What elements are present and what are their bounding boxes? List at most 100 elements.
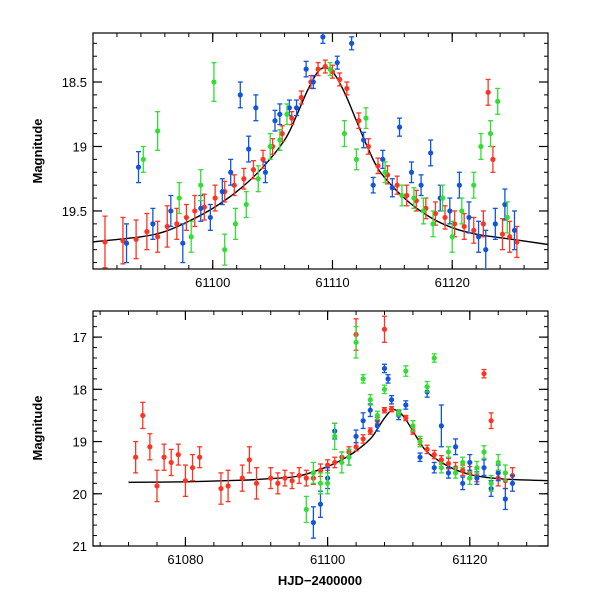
top-y-tick-label: 18.5 (62, 75, 87, 90)
top-green-data-point (471, 171, 477, 199)
top-blue-data-point (320, 33, 326, 44)
bottom-green-data-point (310, 461, 316, 484)
bottom-x-tick-label: 61100 (310, 552, 345, 567)
bottom-red-data-point (161, 443, 167, 471)
top-red-data-point (231, 174, 237, 197)
top-green-data-point (243, 190, 249, 219)
top-green-data-point (188, 220, 194, 253)
top-blue-data-point (253, 94, 259, 122)
top-green-data-point (255, 165, 261, 193)
top-red-data-point (461, 212, 467, 240)
bottom-green-data-point (403, 365, 409, 377)
top-green-data-point (420, 197, 427, 225)
top-green-data-point (222, 233, 228, 266)
bottom-y-tick-label: 20 (73, 487, 87, 502)
top-blue-data-point (207, 203, 213, 231)
bottom-blue-data-point (360, 412, 366, 430)
top-green-data-point (478, 132, 484, 161)
top-blue-data-point (349, 36, 355, 51)
bottom-green-data-point (495, 453, 501, 471)
top-red-data-point (201, 193, 207, 221)
top-blue-data-point (237, 81, 243, 109)
bottom-green-data-point (374, 410, 380, 421)
bottom-y-tick-label: 19 (73, 435, 87, 450)
top-red-data-point (120, 216, 126, 265)
bottom-red-data-point (367, 427, 373, 435)
top-red-data-point (241, 167, 247, 190)
top-blue-data-point (466, 201, 472, 234)
bottom-blue-data-point (452, 438, 459, 456)
bottom-blue-data-point (374, 420, 380, 432)
top-blue-data-point (408, 161, 415, 184)
top-blue-data-point (123, 223, 130, 264)
top-y-axis-label: Magnitude (30, 119, 45, 184)
bottom-red-data-point (239, 464, 245, 492)
top-blue-data-point (361, 131, 367, 149)
bottom-red-data-point (147, 433, 153, 461)
top-red-data-point (507, 220, 513, 253)
top-red-data-point (432, 201, 439, 226)
top-green-data-point (198, 169, 204, 202)
bottom-red-data-point (303, 469, 309, 487)
bottom-x-tick-label: 61120 (452, 552, 487, 567)
bottom-x-tick-label: 61080 (167, 552, 203, 567)
top-red-data-point (471, 216, 477, 244)
bottom-y-tick-label: 17 (73, 330, 87, 345)
bottom-red-data-point (182, 464, 189, 498)
top-blue-data-point (483, 229, 489, 269)
top-red-data-point (365, 138, 371, 155)
bottom-green-data-point (381, 384, 388, 395)
bottom-y-axis-label: Magnitude (30, 396, 45, 461)
top-red-data-point (490, 145, 496, 173)
top-blue-data-point (262, 161, 269, 184)
top-green-data-point (284, 103, 290, 126)
top-y-tick-label: 19 (73, 139, 87, 154)
top-blue-data-point (418, 174, 424, 197)
top-red-data-point (337, 72, 343, 87)
top-red-data-point (442, 205, 448, 230)
bottom-green-data-point (488, 474, 494, 492)
top-blue-data-point (277, 103, 283, 126)
bottom-red-data-point (168, 448, 174, 477)
bottom-red-data-point (282, 469, 288, 487)
bottom-blue-data-point (385, 374, 391, 384)
top-red-data-point (250, 160, 257, 180)
top-green-data-point (459, 197, 465, 225)
top-red-data-point (499, 218, 506, 251)
bottom-y-tick-label: 18 (73, 382, 87, 397)
bottom-blue-data-point (445, 467, 452, 479)
bottom-green-data-point (467, 471, 473, 486)
bottom-green-data-point (332, 422, 338, 451)
top-blue-data-point (389, 178, 395, 198)
top-x-tick-label: 61110 (315, 275, 349, 290)
top-blue-data-point (502, 188, 508, 221)
top-blue-data-point (475, 220, 482, 253)
bottom-green-data-point (445, 446, 452, 458)
top-red-data-point (133, 219, 139, 260)
top-red-data-point (102, 215, 108, 269)
bottom-red-data-point (133, 440, 139, 474)
top-green-data-point (232, 207, 239, 240)
top-blue-data-point (293, 99, 300, 117)
top-green-data-point (277, 129, 283, 152)
top-y-tick-label: 19.5 (62, 204, 87, 219)
top-plot-frame (92, 32, 549, 270)
top-red-data-point (315, 62, 321, 77)
top-green-data-point (411, 187, 417, 210)
top-red-data-point (192, 194, 198, 228)
bottom-blue-data-point (381, 363, 388, 374)
bottom-red-data-point (403, 414, 409, 422)
top-blue-data-point (511, 210, 518, 251)
bottom-green-data-point (410, 420, 416, 432)
top-blue-data-point (310, 74, 316, 90)
bottom-red-data-point (175, 443, 181, 466)
top-blue-data-point (380, 149, 386, 170)
top-red-data-point (394, 175, 400, 195)
top-red-data-point (144, 212, 150, 251)
bottom-red-data-point (154, 469, 160, 503)
bottom-red-data-point (388, 405, 395, 413)
bottom-green-data-point (346, 448, 352, 466)
bottom-green-data-point (396, 409, 402, 417)
bottom-red-data-point (140, 401, 146, 430)
